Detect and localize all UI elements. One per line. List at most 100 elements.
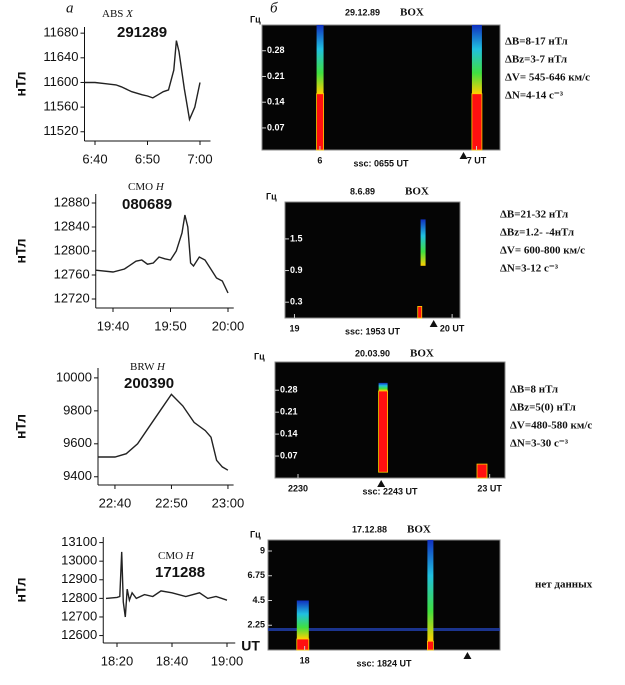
annotation: ΔV=480-580 км/с <box>510 420 592 432</box>
y-tick-label: 13100 <box>61 534 97 549</box>
burst <box>378 382 388 391</box>
y-axis-label: нТл <box>13 577 29 602</box>
x-tick-label: 19 <box>289 323 299 333</box>
y-tick-label: 9 <box>260 545 265 555</box>
annotation: ΔBz=3-7 нТл <box>505 54 567 66</box>
station-label: ABS X <box>102 8 134 20</box>
annotation: ΔV= 545-646 км/с <box>505 72 590 84</box>
y-tick-label: 0.07 <box>280 450 298 460</box>
y-tick-label: 10000 <box>56 369 92 384</box>
y-tick-label: 6.75 <box>247 570 265 580</box>
instrument: BOX <box>407 524 431 536</box>
burst-core <box>296 638 310 651</box>
y-tick-label: 0.14 <box>280 428 298 438</box>
y-tick-label: 12900 <box>61 571 97 586</box>
burst-core <box>417 305 423 319</box>
y-tick-label: 0.28 <box>280 385 298 395</box>
x-tick-label: 18:40 <box>156 653 189 668</box>
y-tick-label: 1.5 <box>290 233 303 243</box>
event-date: 291289 <box>117 24 167 41</box>
x-tick-label: 20:00 <box>212 318 245 333</box>
annotation: ΔN=3-12 с⁻³ <box>500 263 559 275</box>
spectrogram-date: 17.12.88 <box>352 524 387 534</box>
ssc-marker <box>429 320 438 327</box>
data-line <box>95 214 229 294</box>
x-tick-label: 7:00 <box>187 151 212 166</box>
y-tick-label: 9800 <box>63 402 92 417</box>
x-tick-label: 19:40 <box>97 318 130 333</box>
component: X <box>125 8 134 20</box>
y-tick-label: 11520 <box>43 123 78 138</box>
y-tick-label: 0.3 <box>290 297 303 307</box>
burst <box>420 219 426 266</box>
data-line <box>98 393 229 471</box>
x-tick-label: 23 UT <box>477 483 502 493</box>
y-tick-label: 0.9 <box>290 265 303 275</box>
station: BRW <box>130 361 155 373</box>
spectrogram-background <box>274 361 506 479</box>
burst-core <box>316 93 324 151</box>
y-tick-label: 13000 <box>61 553 97 568</box>
ssc-label: ssc: 2243 UT <box>362 486 418 496</box>
x-tick-label: 7 UT <box>467 155 487 165</box>
ssc-label: ssc: 0655 UT <box>353 158 409 168</box>
x-tick-label: 22:50 <box>155 495 188 510</box>
annotation: ΔB=21-32 нТл <box>500 209 568 221</box>
annotation: нет данных <box>535 579 593 591</box>
x-tick-label: 18:20 <box>101 653 134 668</box>
y-tick-label: 0.21 <box>267 71 285 81</box>
annotation: ΔBz=5(0) нТл <box>510 402 576 414</box>
burst <box>296 600 309 639</box>
y-axis-label: Гц <box>250 14 261 24</box>
instrument: BOX <box>400 7 424 19</box>
instrument: BOX <box>405 186 429 198</box>
annotation: ΔN=4-14 с⁻³ <box>505 90 564 102</box>
y-tick-label: 12800 <box>54 242 90 257</box>
component: H <box>156 361 166 373</box>
y-tick-label: 12600 <box>61 627 97 642</box>
y-axis-label: Гц <box>254 351 265 361</box>
panel-label: а <box>66 0 74 16</box>
y-tick-label: 12840 <box>54 218 90 233</box>
component: H <box>155 181 165 193</box>
annotation: ΔB=8-17 нТл <box>505 36 568 48</box>
spectrogram-date: 20.03.90 <box>355 348 390 358</box>
spectrogram-date: 8.6.89 <box>350 186 375 196</box>
y-tick-label: 11680 <box>43 25 78 40</box>
x-tick-label: 6 <box>317 155 322 165</box>
x-tick-label: 20 UT <box>440 323 465 333</box>
spectrogram-date: 29.12.89 <box>345 7 380 17</box>
y-axis-label: нТл <box>13 71 29 96</box>
y-tick-label: 9400 <box>63 468 92 483</box>
x-tick-label: 23:00 <box>212 495 245 510</box>
spectrogram-background <box>284 201 461 319</box>
panel-label: б <box>270 0 278 16</box>
x-tick-label: 22:40 <box>99 495 132 510</box>
y-tick-label: 2.25 <box>247 620 265 630</box>
component: H <box>185 550 195 562</box>
event-date: 080689 <box>122 196 172 213</box>
y-tick-label: 0.14 <box>267 97 285 107</box>
y-tick-label: 11560 <box>43 99 78 114</box>
x-tick-label: 2230 <box>288 483 308 493</box>
annotation: ΔBz=1.2- -4нТл <box>500 227 574 239</box>
event-date: 171288 <box>155 564 205 581</box>
annotation: ΔV= 600-800 км/с <box>500 245 585 257</box>
x-tick-label: 18 <box>300 655 310 665</box>
burst-core <box>471 93 483 151</box>
y-tick-label: 12880 <box>54 194 90 209</box>
station: CMO <box>158 550 183 562</box>
spectrogram-background <box>261 24 501 151</box>
burst-core <box>476 463 488 479</box>
y-tick-label: 4.5 <box>252 595 265 605</box>
burst <box>471 25 482 94</box>
burst-core <box>378 390 389 473</box>
x-tick-label: 19:00 <box>211 653 244 668</box>
y-axis-label: Гц <box>250 529 261 539</box>
x-axis-label: UT <box>241 638 260 654</box>
y-tick-label: 11640 <box>43 49 78 64</box>
ssc-marker <box>463 652 472 659</box>
station-label: BRW H <box>130 361 166 373</box>
burst-core <box>426 640 434 651</box>
